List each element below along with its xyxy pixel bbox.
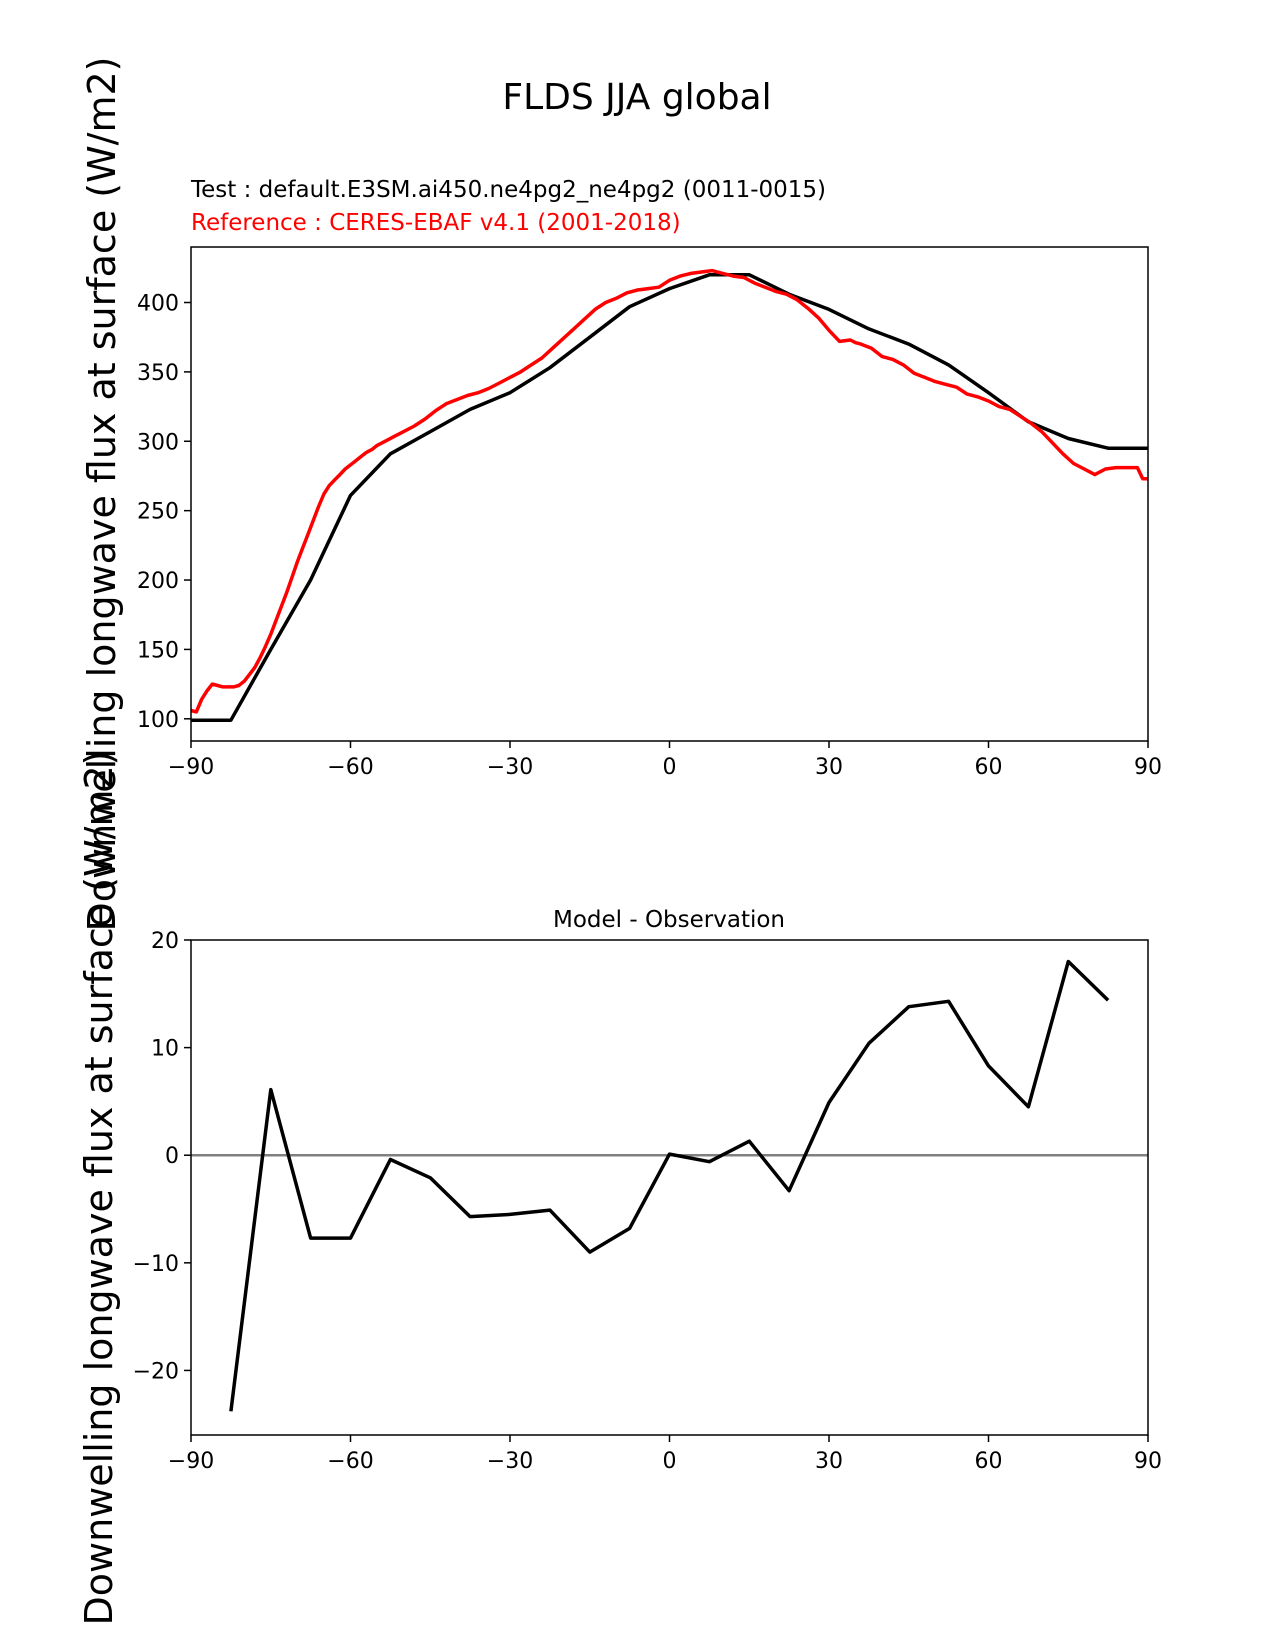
top-y-tick-label: 400 [137,292,179,317]
bottom-x-tick-label: −90 [168,1449,214,1474]
bottom-panel-title: Model - Observation [553,907,785,933]
bottom-y-axis-label: Downwelling longwave flux at surface (W/… [77,750,121,1625]
top-x-tick-label: 0 [663,755,677,780]
bottom-x-tick-label: −30 [487,1449,533,1474]
top-axes-frame [190,246,1149,742]
top-x-tick-label: −90 [168,755,214,780]
top-y-tick-label: 350 [137,361,179,386]
top-y-tick-label: 200 [137,569,179,594]
top-x-tick-label: 30 [815,755,843,780]
top-y-tick-label: 150 [137,638,179,663]
bottom-x-tick-label: 0 [663,1449,677,1474]
top-x-tick-label: 90 [1134,755,1162,780]
top-panel: Test : default.E3SM.ai450.ne4pg2_ne4pg2 … [80,56,1162,931]
bottom-y-tick-label: 0 [165,1144,179,1169]
bottom-panel: Model - Observation −90 −60 −30 0 30 60 90−20−… [77,750,1162,1625]
top-plot-area [190,268,1148,722]
top-y-axis-label: Downwelling longwave flux at surface (W/… [80,56,124,931]
bottom-y-tick-label: −20 [133,1359,179,1384]
bottom-x-tick-label: 30 [815,1449,843,1474]
top-y-tick-label: 300 [137,430,179,455]
bottom-x-tick-label: 90 [1134,1449,1162,1474]
bottom-y-tick-label: −10 [133,1252,179,1277]
test-subtitle: Test : default.E3SM.ai450.ne4pg2_ne4pg2 … [190,177,826,203]
bottom-axes-frame [190,939,1149,1436]
bottom-plot-area [191,959,1148,1412]
figure-title: FLDS JJA global [502,77,771,118]
top-x-tick-label: 60 [975,755,1003,780]
reference-subtitle: Reference : CERES-EBAF v4.1 (2001-2018) [191,210,681,236]
top-series-line-1 [190,268,1148,714]
bottom-x-tick-label: 60 [975,1449,1003,1474]
bottom-y-tick-label: 10 [151,1037,179,1062]
bottom-series-line-0 [229,959,1110,1412]
top-y-tick-label: 100 [137,708,179,733]
bottom-y-tick-label: 20 [151,929,179,954]
bottom-x-tick-label: −60 [327,1449,373,1474]
bottom-axis-ticks: −90 −60 −30 0 30 60 90 −20 −10 0 10 20 [133,929,1162,1474]
top-y-tick-label: 250 [137,500,179,525]
top-x-tick-label: −60 [327,755,373,780]
top-axis-ticks: −90 −60 −30 0 30 60 90 100 150 200 250 300 350 400 [137,292,1162,780]
top-series-line-0 [191,273,1148,722]
top-x-tick-label: −30 [487,755,533,780]
